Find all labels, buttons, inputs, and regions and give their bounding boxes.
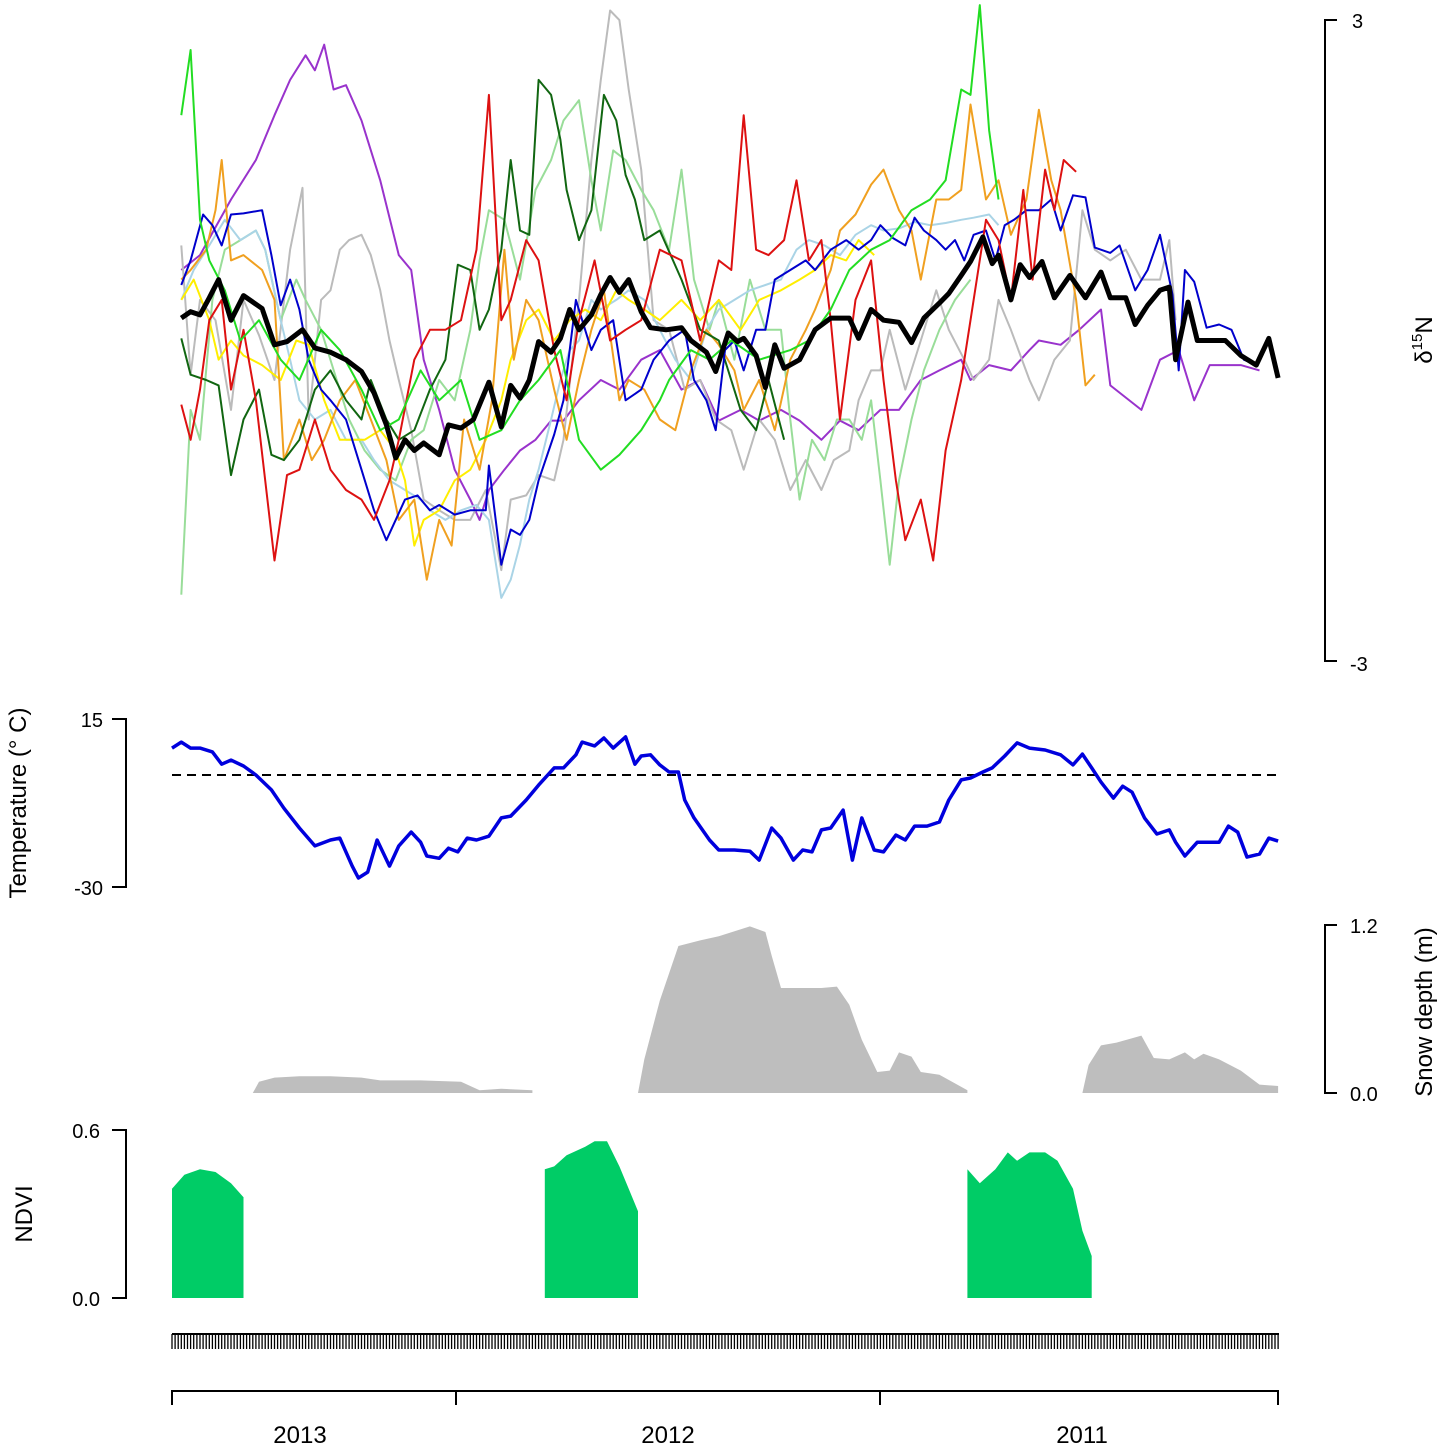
temperature-tick-top: 15 [81, 710, 103, 732]
ndvi-area-3 [967, 1152, 1092, 1298]
temperature-panel [171, 735, 1279, 880]
isotope-series-line-1 [180, 43, 1260, 521]
snow-axis-label: Snow depth (m) [1411, 927, 1438, 1096]
ndvi-area-2 [544, 1141, 638, 1298]
isotope-element: N [1411, 316, 1438, 333]
isotope-series-line-5 [180, 239, 875, 547]
isotope-axis: 3 -3 δ15N [1324, 11, 1438, 676]
isotope-mean-line [179, 234, 1281, 461]
ndvi-axis: 0.6 0.0 NDVI [11, 1121, 127, 1311]
snow-depth-area-1 [252, 1076, 533, 1093]
year-axis: 2013 2012 2011 [171, 1390, 1279, 1445]
year-label-2011: 2011 [1056, 1422, 1108, 1445]
isotope-series-line-3 [180, 99, 972, 595]
ndvi-area-1 [172, 1169, 244, 1298]
snow-tick-bottom: 0.0 [1350, 1084, 1378, 1106]
temperature-tick-bottom: -30 [74, 878, 103, 900]
isotope-series-line-7 [180, 78, 786, 477]
temperature-line [171, 735, 1279, 880]
snow-depth-area-3 [1082, 1035, 1279, 1093]
temperature-axis: 15 -30 Temperature (° C) [5, 708, 127, 900]
year-axis-line [171, 1390, 1279, 1405]
delta-symbol: δ [1411, 350, 1438, 363]
isotope-superscript: 15 [1409, 334, 1426, 351]
snow-depth-area-2 [638, 926, 968, 1093]
isotope-tick-bottom: -3 [1350, 654, 1368, 676]
snow-tick-top: 1.2 [1350, 916, 1378, 938]
isotope-tick-top: 3 [1352, 11, 1363, 33]
temperature-axis-label: Temperature (° C) [5, 708, 32, 899]
ndvi-axis-label: NDVI [11, 1185, 38, 1242]
year-label-2012: 2012 [641, 1422, 694, 1445]
snow-axis-line [1324, 924, 1337, 1094]
ndvi-axis-line [112, 1129, 127, 1299]
temperature-axis-line [112, 718, 127, 888]
isotope-series-line-10 [180, 4, 1000, 471]
isotope-series-line-6 [180, 103, 1096, 581]
isotope-panel [179, 4, 1281, 599]
ndvi-tick-bottom: 0.0 [72, 1289, 100, 1311]
isotope-axis-label: δ15N [1409, 316, 1438, 363]
isotope-series-line-9 [180, 93, 1077, 562]
ndvi-panel [172, 1141, 1092, 1298]
ndvi-tick-top: 0.6 [72, 1121, 100, 1143]
year-label-2013: 2013 [273, 1422, 326, 1445]
isotope-axis-line [1324, 19, 1337, 662]
isotope-series-line-2 [180, 9, 1177, 572]
sample-ruler [171, 1333, 1279, 1349]
snow-panel [252, 926, 1279, 1093]
snow-axis: 1.2 0.0 Snow depth (m) [1324, 916, 1438, 1106]
